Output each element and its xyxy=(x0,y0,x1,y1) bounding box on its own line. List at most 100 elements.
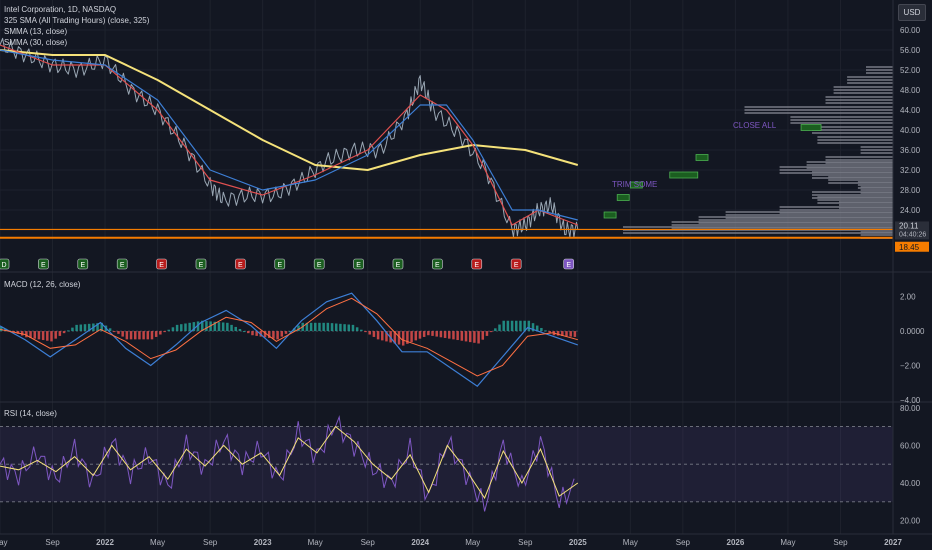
macd-histogram-bar xyxy=(494,328,497,332)
event-marker xyxy=(471,258,483,270)
volume-profile-bar xyxy=(812,171,893,173)
macd-histogram-bar xyxy=(565,331,568,337)
event-marker-letter: E xyxy=(317,262,322,269)
volume-profile-bar xyxy=(817,139,893,141)
macd-histogram-bar xyxy=(456,331,459,341)
smma30-legend[interactable]: SMMA (30, close) xyxy=(4,38,68,47)
time-tick-label: May xyxy=(0,538,8,547)
macd-histogram-bar xyxy=(108,328,112,332)
macd-histogram-bar xyxy=(393,331,397,344)
volume-profile-bar xyxy=(825,102,893,104)
volume-profile-bar xyxy=(847,82,893,84)
rsi-legend: RSI (14, close) xyxy=(4,408,57,419)
time-tick-label: 2026 xyxy=(727,538,745,547)
macd-histogram-bar xyxy=(221,322,225,332)
volume-profile-bar xyxy=(817,199,893,201)
smma13-legend[interactable]: SMMA (13, close) xyxy=(4,27,68,36)
event-marker xyxy=(195,258,207,270)
price-panel[interactable] xyxy=(0,37,893,239)
volume-profile-bar xyxy=(847,76,893,78)
volume-profile-bar xyxy=(725,211,893,213)
volume-profile-bar xyxy=(860,152,893,154)
macd-histogram-bar xyxy=(125,331,129,340)
macd-histogram-bar xyxy=(351,324,355,332)
volume-profile-bar xyxy=(812,174,893,176)
rsi-ma-line xyxy=(0,425,579,500)
macd-signal-line xyxy=(0,297,578,377)
macd-histogram-bar xyxy=(397,331,401,345)
macd-histogram-bar xyxy=(163,331,166,333)
event-marker xyxy=(0,258,10,270)
price-tick-label: 60.00 xyxy=(900,26,921,35)
macd-histogram-bar xyxy=(242,331,246,333)
event-marker-letter: E xyxy=(514,262,519,269)
price-tick-label: 56.00 xyxy=(900,46,921,55)
currency-button[interactable]: USD xyxy=(898,4,926,21)
macd-histogram-bar xyxy=(180,324,183,332)
volume-profile-bar xyxy=(725,214,893,216)
macd-histogram-bar xyxy=(326,322,330,332)
macd-tick-label: −2.00 xyxy=(900,362,921,371)
trade-boxes xyxy=(603,124,822,219)
macd-histogram-bar xyxy=(284,331,288,334)
macd-panel[interactable] xyxy=(0,292,578,387)
macd-histogram-bar xyxy=(401,331,405,346)
macd-histogram-bar xyxy=(422,331,426,337)
macd-histogram-bar xyxy=(12,331,16,333)
macd-histogram-bar xyxy=(200,320,204,332)
event-marker-letter: D xyxy=(1,262,6,269)
volume-profile-bar xyxy=(866,66,893,68)
time-tick-label: Sep xyxy=(676,538,691,547)
volume-profile-bar xyxy=(833,86,893,88)
price-tick-label: 52.00 xyxy=(900,66,921,75)
time-tick-label: 2025 xyxy=(569,538,587,547)
macd-histogram-bar xyxy=(477,331,480,344)
volume-profile-bar xyxy=(806,164,893,166)
macd-title[interactable]: MACD (12, 26, close) xyxy=(4,280,81,289)
volume-profile-bar xyxy=(839,204,893,206)
macd-histogram-bar xyxy=(255,331,258,336)
macd-tick-label: 0.0000 xyxy=(900,327,925,336)
volume-profile-bar xyxy=(817,196,893,198)
macd-histogram-bar xyxy=(121,331,124,337)
event-marker xyxy=(563,258,574,270)
macd-tick-label: −4.00 xyxy=(900,396,921,405)
macd-histogram-bar xyxy=(355,327,359,332)
volume-profile-bar xyxy=(860,149,893,151)
volume-profile-bar xyxy=(812,129,893,131)
macd-histogram-bar xyxy=(75,324,78,332)
macd-histogram-bar xyxy=(251,331,254,336)
event-marker-letter: E xyxy=(80,262,85,269)
event-marker xyxy=(510,258,522,270)
macd-histogram-bar xyxy=(439,331,443,338)
macd-histogram-bar xyxy=(230,324,233,332)
volume-profile-bar xyxy=(833,92,893,94)
macd-histogram-bar xyxy=(372,331,376,337)
macd-histogram-bar xyxy=(276,331,279,340)
volume-profile-bar xyxy=(860,231,893,233)
rsi-panel[interactable] xyxy=(0,414,893,512)
volume-profile-bar xyxy=(825,159,893,161)
macd-histogram-bar xyxy=(489,331,493,333)
symbol-title[interactable]: Intel Corporation, 1D, NASDAQ xyxy=(4,5,117,14)
macd-histogram-bar xyxy=(573,331,577,337)
macd-histogram-bar xyxy=(347,324,351,332)
event-marker xyxy=(392,258,404,270)
macd-histogram-bar xyxy=(376,331,380,340)
macd-histogram-bar xyxy=(150,331,154,340)
event-marker xyxy=(353,258,364,270)
event-marker-letter: E xyxy=(474,262,479,269)
macd-histogram-bar xyxy=(263,331,267,338)
macd-histogram-bar xyxy=(238,329,242,332)
macd-histogram-bar xyxy=(414,331,418,341)
macd-histogram-bar xyxy=(435,331,438,337)
macd-histogram-bar xyxy=(100,322,103,332)
rsi-tick-label: 40.00 xyxy=(900,479,921,488)
rsi-title[interactable]: RSI (14, close) xyxy=(4,409,57,418)
trade-target-box xyxy=(616,194,630,201)
sma325-legend[interactable]: 325 SMA (All Trading Hours) (close, 325) xyxy=(4,16,150,25)
macd-histogram-bar xyxy=(117,331,120,334)
